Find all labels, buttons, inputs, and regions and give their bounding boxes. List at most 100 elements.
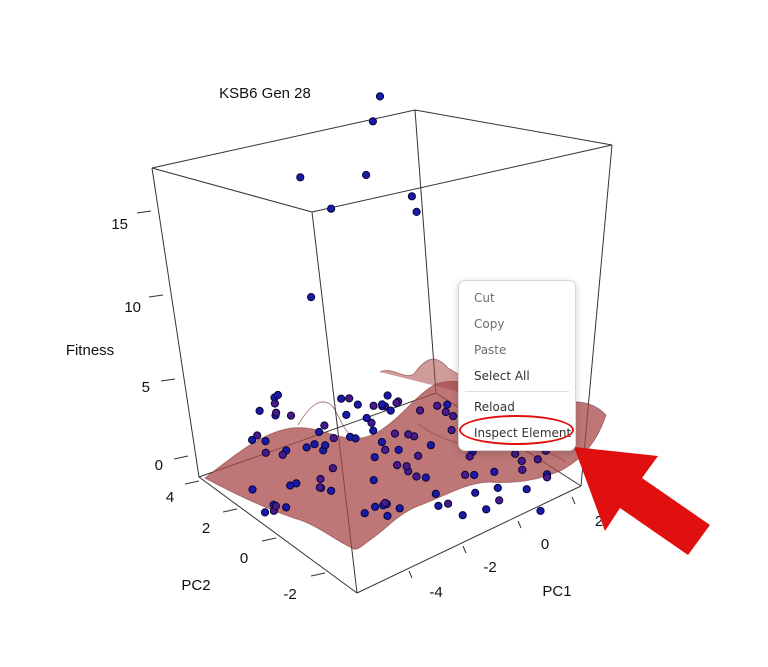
data-point — [426, 441, 435, 450]
data-point — [248, 435, 257, 445]
data-point — [421, 473, 430, 482]
data-point — [493, 483, 502, 492]
box-edge — [198, 476, 358, 594]
data-point — [271, 501, 280, 511]
y-tick-mark — [310, 572, 326, 577]
y-tick-label: 4 — [166, 489, 174, 506]
z-tick-mark — [136, 210, 152, 214]
data-point — [465, 452, 474, 461]
data-point — [495, 496, 504, 505]
y-axis-label: PC2 — [181, 577, 210, 594]
x-tick-mark — [571, 496, 576, 505]
data-point — [458, 511, 467, 520]
menu-item-paste[interactable]: Paste — [474, 343, 507, 357]
menu-item-cut[interactable]: Cut — [474, 291, 495, 305]
context-menu: Cut Copy Paste Select All Reload Inspect… — [458, 280, 576, 451]
z-tick-label: 10 — [124, 299, 141, 316]
chart-title: KSB6 Gen 28 — [219, 85, 311, 102]
data-point — [320, 421, 329, 430]
data-point — [390, 429, 399, 438]
data-point — [362, 170, 371, 180]
data-point — [441, 407, 450, 417]
data-point — [377, 438, 386, 447]
data-point — [270, 399, 279, 408]
x-tick-label: -2 — [483, 559, 496, 576]
menu-item-copy[interactable]: Copy — [474, 317, 505, 331]
data-point — [407, 192, 416, 201]
data-point — [286, 481, 295, 490]
data-point — [370, 453, 379, 462]
y-tick-label: -2 — [283, 586, 296, 603]
y-tick-mark — [184, 480, 200, 485]
data-point — [412, 472, 421, 481]
data-point — [369, 426, 378, 435]
data-point — [367, 418, 376, 427]
data-point — [327, 204, 336, 213]
data-point — [378, 400, 387, 409]
box-edge — [311, 144, 613, 213]
menu-separator — [465, 391, 569, 392]
x-tick-mark — [517, 520, 522, 529]
data-point — [392, 398, 401, 408]
box-edge — [151, 167, 200, 478]
data-point — [316, 474, 325, 484]
data-point — [253, 431, 262, 440]
red-arrow-icon — [574, 447, 710, 555]
x-axis-label: PC1 — [542, 583, 571, 600]
z-tick-mark — [160, 378, 176, 382]
data-point — [315, 483, 324, 492]
data-point — [449, 412, 458, 421]
box-edge — [414, 109, 437, 394]
data-point — [278, 450, 287, 459]
y-tick-mark — [261, 537, 277, 542]
data-point — [471, 488, 480, 497]
data-point — [444, 499, 453, 508]
box-edge — [414, 109, 613, 146]
data-point — [371, 502, 380, 511]
axis-ticks — [136, 210, 576, 579]
z-tick-label: 15 — [111, 216, 128, 233]
data-point — [511, 449, 520, 458]
data-point — [342, 410, 351, 419]
data-point — [302, 443, 311, 452]
data-point — [369, 476, 378, 485]
surface-ridge — [297, 401, 353, 437]
data-point — [260, 508, 270, 517]
menu-item-inspect-element[interactable]: Inspect Element — [474, 426, 572, 440]
data-point — [443, 400, 452, 409]
box-edge — [151, 167, 313, 213]
data-point — [380, 498, 390, 508]
data-point — [416, 406, 425, 415]
data-point — [261, 437, 270, 446]
data-point — [351, 434, 360, 443]
data-point — [272, 408, 281, 417]
z-tick-mark — [148, 294, 164, 298]
menu-item-reload[interactable]: Reload — [474, 400, 515, 414]
data-point — [248, 485, 257, 494]
data-point — [327, 486, 336, 495]
data-point — [402, 462, 411, 471]
data-point — [381, 445, 390, 454]
data-point — [404, 430, 413, 439]
data-point — [368, 117, 377, 126]
data-point — [383, 391, 392, 400]
data-point — [261, 448, 270, 457]
data-point — [321, 441, 330, 450]
data-point — [345, 394, 354, 403]
data-point — [543, 473, 552, 482]
data-point — [353, 400, 362, 409]
x-tick-label: -4 — [429, 584, 442, 601]
data-point — [536, 506, 545, 515]
x-tick-label: 0 — [541, 536, 549, 553]
data-point — [395, 504, 404, 513]
data-point — [414, 451, 423, 460]
menu-item-select-all[interactable]: Select All — [474, 369, 530, 383]
y-tick-label: 0 — [240, 550, 248, 567]
data-point — [461, 470, 470, 479]
data-point — [434, 501, 443, 510]
data-point — [482, 505, 491, 514]
data-point — [315, 427, 324, 437]
data-point — [518, 465, 527, 474]
x-tick-label: 2 — [595, 513, 603, 530]
data-point — [282, 503, 291, 512]
